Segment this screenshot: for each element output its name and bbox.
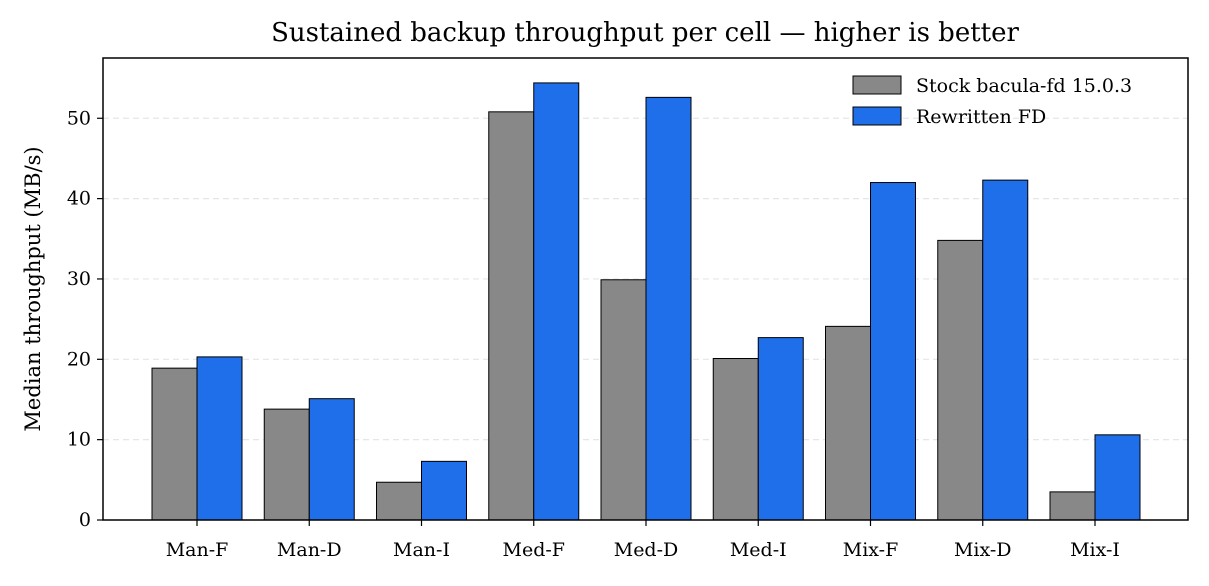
bar-stock-man-f (151, 367, 198, 521)
bar-stock-mix-i (1049, 491, 1096, 521)
bar-rewritten-man-f (196, 356, 243, 521)
y-tick-label: 30 (67, 268, 91, 290)
bar-rewritten-man-d (308, 398, 355, 521)
bar-stock-man-i (376, 481, 422, 521)
bar-rewritten-mix-d (982, 179, 1029, 521)
x-tick-label: Med-F (503, 539, 565, 561)
x-tick-label: Man-D (277, 539, 342, 561)
bars (151, 82, 1141, 521)
y-tick-label: 10 (67, 429, 91, 451)
y-tick-label: 0 (79, 509, 91, 531)
y-tick-label: 40 (67, 188, 91, 210)
x-tick-label: Mix-F (843, 539, 899, 561)
axes: 0 10 20 30 40 50 Man-F Man-D Man-I Med-F Med-D Med-… (67, 57, 1189, 561)
x-tick-label: Man-I (393, 539, 450, 561)
bar-stock-mix-f (825, 325, 871, 521)
bar-stock-med-d (600, 279, 647, 521)
plot-frame (102, 57, 1189, 521)
bar-rewritten-med-i (757, 337, 804, 521)
y-axis-label: Median throughput (MB/s) (21, 146, 45, 431)
bar-rewritten-mix-f (870, 182, 916, 521)
legend-label: Rewritten FD (916, 106, 1046, 128)
legend: Stock bacula-fd 15.0.3 Rewritten FD (852, 75, 1132, 128)
x-tick-label: Med-D (614, 539, 679, 561)
bar-stock-med-i (712, 358, 759, 521)
bar-rewritten-med-d (645, 96, 692, 521)
y-tick-label: 20 (67, 348, 91, 370)
chart-title: Sustained backup throughput per cell — h… (271, 18, 1019, 48)
bar-rewritten-man-i (421, 460, 467, 521)
x-tick-label: Man-F (166, 539, 229, 561)
legend-swatch (852, 106, 902, 126)
x-tick-label: Med-I (730, 539, 787, 561)
bar-stock-mix-d (937, 239, 984, 521)
x-tick-label: Mix-D (954, 539, 1012, 561)
bar-rewritten-med-f (533, 82, 580, 521)
x-tick-label: Mix-I (1070, 539, 1120, 561)
legend-swatch (852, 75, 902, 95)
bar-rewritten-mix-i (1094, 434, 1141, 521)
bar-stock-man-d (263, 408, 310, 521)
bar-stock-med-f (488, 111, 535, 521)
legend-label: Stock bacula-fd 15.0.3 (916, 75, 1132, 97)
y-tick-label: 50 (67, 107, 91, 129)
